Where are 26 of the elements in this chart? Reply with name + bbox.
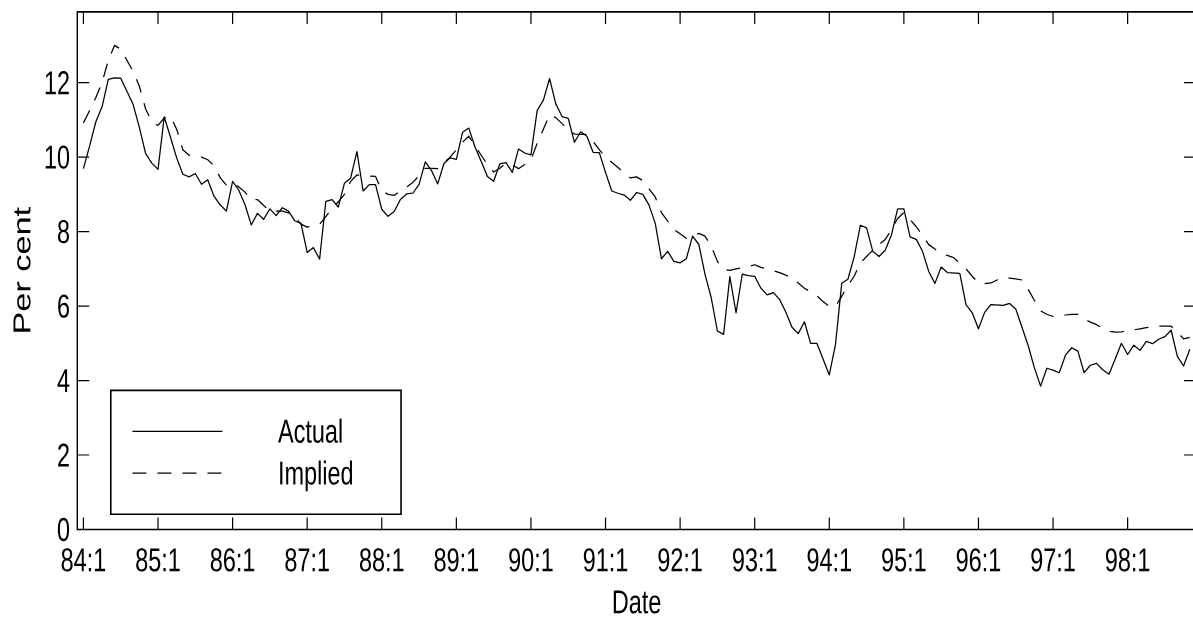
x-axis-title: Date bbox=[613, 590, 661, 614]
y-tick-label: 10 bbox=[45, 145, 70, 169]
y-tick-label: 8 bbox=[58, 219, 69, 244]
y-tick-label: 0 bbox=[57, 517, 70, 542]
x-tick-label: 84:1 bbox=[61, 548, 106, 572]
x-tick-label: 92:1 bbox=[658, 548, 702, 572]
legend-label: Actual bbox=[278, 418, 342, 443]
x-tick-label: 95:1 bbox=[882, 548, 926, 572]
x-tick-label: 97:1 bbox=[1031, 548, 1075, 572]
y-tick-label: 2 bbox=[58, 443, 69, 467]
y-tick-label: 12 bbox=[45, 71, 69, 95]
x-tick-label: 86:1 bbox=[210, 548, 255, 572]
x-tick-label: 93:1 bbox=[733, 548, 777, 572]
x-tick-label: 98:1 bbox=[1105, 548, 1150, 572]
x-tick-label: 96:1 bbox=[956, 548, 1001, 572]
y-axis-title: Per cent bbox=[13, 207, 31, 332]
y-tick-label: 6 bbox=[58, 294, 69, 318]
x-tick-label: 90:1 bbox=[509, 548, 553, 572]
x-tick-label: 94:1 bbox=[807, 548, 851, 572]
legend-label: Implied bbox=[280, 460, 353, 492]
x-tick-label: 88:1 bbox=[359, 548, 404, 572]
x-tick-label: 85:1 bbox=[136, 548, 180, 572]
x-tick-label: 87:1 bbox=[285, 548, 329, 572]
x-tick-label: 89:1 bbox=[434, 548, 479, 572]
y-tick-label: 4 bbox=[57, 369, 70, 392]
x-tick-label: 91:1 bbox=[583, 548, 628, 572]
